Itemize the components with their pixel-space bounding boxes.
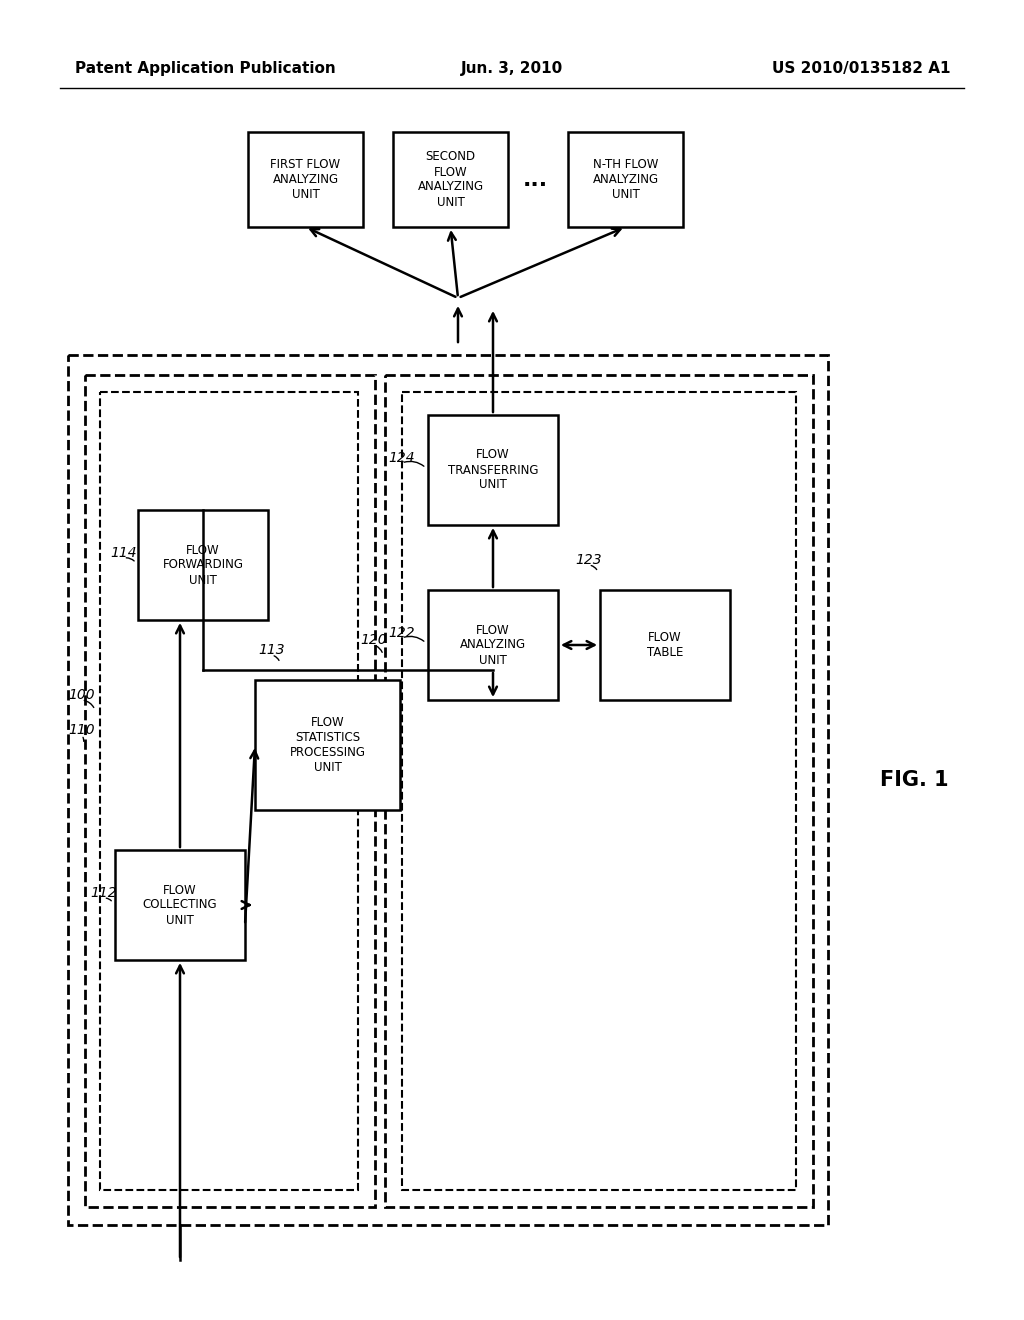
Text: SECOND
FLOW
ANALYZING
UNIT: SECOND FLOW ANALYZING UNIT <box>418 150 483 209</box>
Text: FLOW
ANALYZING
UNIT: FLOW ANALYZING UNIT <box>460 623 526 667</box>
Bar <box>138 510 268 620</box>
Text: FLOW
STATISTICS
PROCESSING
UNIT: FLOW STATISTICS PROCESSING UNIT <box>290 715 366 774</box>
Bar <box>402 392 796 1191</box>
Bar <box>428 414 558 525</box>
Text: 112: 112 <box>90 886 117 900</box>
Bar <box>68 355 828 1225</box>
Bar <box>100 392 358 1191</box>
Text: 113: 113 <box>258 643 285 657</box>
Text: ...: ... <box>522 169 548 190</box>
Text: Jun. 3, 2010: Jun. 3, 2010 <box>461 61 563 75</box>
Text: 123: 123 <box>575 553 602 568</box>
Text: US 2010/0135182 A1: US 2010/0135182 A1 <box>771 61 950 75</box>
Bar <box>428 590 558 700</box>
Bar <box>393 132 508 227</box>
Text: N-TH FLOW
ANALYZING
UNIT: N-TH FLOW ANALYZING UNIT <box>593 158 658 201</box>
Bar <box>600 590 730 700</box>
Text: FIRST FLOW
ANALYZING
UNIT: FIRST FLOW ANALYZING UNIT <box>270 158 341 201</box>
Text: FLOW
TRANSFERRING
UNIT: FLOW TRANSFERRING UNIT <box>447 449 539 491</box>
Text: FLOW
FORWARDING
UNIT: FLOW FORWARDING UNIT <box>163 544 244 586</box>
Text: 124: 124 <box>388 451 415 465</box>
Text: 114: 114 <box>110 546 136 560</box>
Text: 100: 100 <box>68 688 94 702</box>
Text: FLOW
TABLE: FLOW TABLE <box>647 631 683 659</box>
Bar <box>248 132 362 227</box>
Text: Patent Application Publication: Patent Application Publication <box>75 61 336 75</box>
Bar <box>115 850 245 960</box>
Bar <box>568 132 683 227</box>
Text: 120: 120 <box>360 634 387 647</box>
Text: FIG. 1: FIG. 1 <box>880 770 948 789</box>
Bar <box>85 375 375 1206</box>
Text: 110: 110 <box>68 723 94 737</box>
Text: FLOW
COLLECTING
UNIT: FLOW COLLECTING UNIT <box>142 883 217 927</box>
Text: 122: 122 <box>388 626 415 640</box>
Bar <box>385 375 813 1206</box>
Bar <box>255 680 400 810</box>
